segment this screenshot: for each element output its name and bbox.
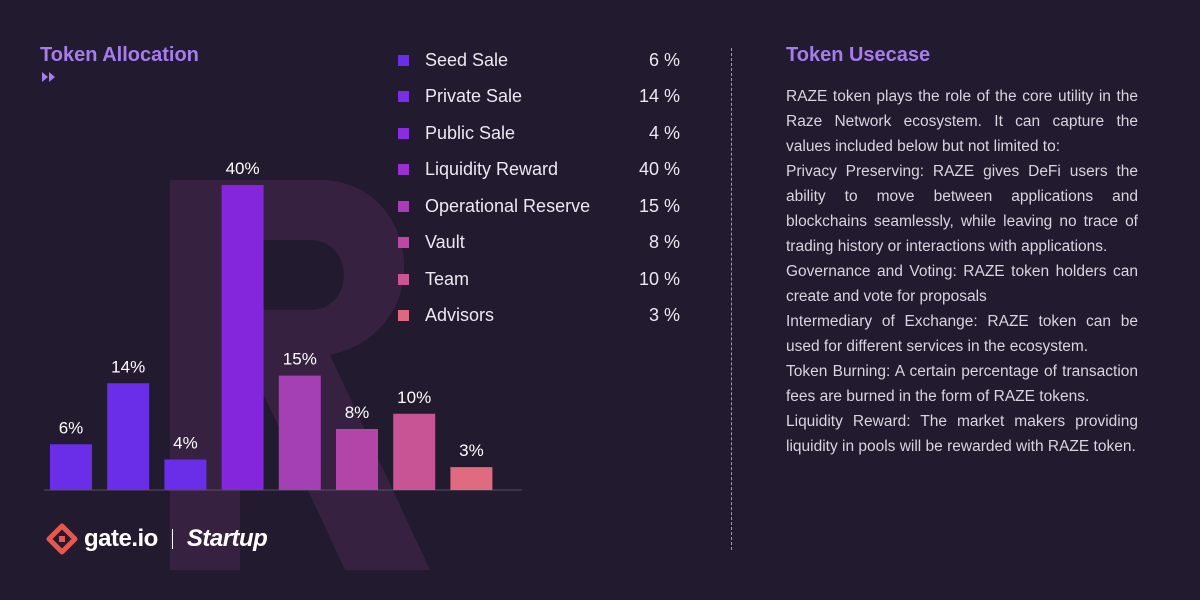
usecase-paragraph: Token Burning: A certain percentage of t… [786,363,1138,405]
usecase-paragraph: Intermediary of Exchange: RAZE token can… [786,313,1138,355]
allocation-legend: Seed Sale 6 % Private Sale 14 % Public Sale 4… [398,42,680,334]
legend-label: Advisors [425,305,495,326]
bar-data-label: 6% [59,418,84,437]
bar-data-label: 4% [173,434,198,453]
bar-data-label: 10% [397,388,431,407]
usecase-paragraph: RAZE token plays the role of the core ut… [786,88,1138,155]
legend-swatch [398,54,409,66]
usecase-paragraph: Governance and Voting: RAZE token holder… [786,263,1138,305]
legend-swatch [398,237,409,249]
brand-footer: gate.io Startup [46,523,268,555]
bar-data-label: 8% [345,403,370,422]
bar-data-label: 14% [111,357,145,376]
legend-swatch [398,200,409,212]
bar [221,185,264,490]
legend-value: 10 % [638,268,680,289]
legend-value: 14 % [638,86,680,107]
legend-swatch [398,91,409,103]
legend-item: Advisors 3 % [398,298,680,335]
bar [50,444,92,490]
legend-value: 15 % [638,195,680,216]
legend-label: Team [425,268,470,289]
bar [336,429,378,490]
legend-value: 4 % [648,122,680,143]
legend-item: Seed Sale 6 % [398,42,680,79]
bar [393,413,436,490]
startup-wordmark: Startup [186,525,268,552]
bar [164,459,207,490]
bar-data-label: 3% [459,441,484,460]
fast-forward-icon [42,72,55,82]
bar-data-label: 15% [283,350,317,369]
legend-label: Vault [425,232,465,253]
bar [107,383,150,490]
legend-swatch [398,164,409,176]
gate-logo-icon [46,523,78,555]
usecase-text: RAZE token plays the role of the core ut… [786,84,1138,459]
legend-item: Team 10 % [398,261,680,298]
legend-value: 3 % [648,305,680,326]
gate-wordmark: gate.io [84,525,158,552]
legend-value: 40 % [638,159,680,180]
legend-item: Public Sale 4 % [398,115,680,152]
allocation-bar-chart: 6% 14% 4% 40% 15% 8% 10% 3% [44,159,522,491]
legend-swatch [398,273,409,285]
legend-item: Liquidity Reward 40 % [398,152,680,189]
legend-swatch [398,310,409,322]
brand-separator [171,529,173,549]
legend-value: 6 % [648,49,680,70]
bar [278,375,321,490]
bar-data-label: 40% [226,159,260,178]
bar [450,467,493,490]
legend-label: Seed Sale [425,49,509,70]
usecase-paragraph: Privacy Preserving: RAZE gives DeFi user… [786,163,1138,255]
legend-item: Operational Reserve 15 % [398,188,680,225]
legend-label: Private Sale [425,86,523,107]
legend-swatch [398,127,409,139]
usecase-paragraph: Liquidity Reward: The market makers prov… [786,413,1138,455]
legend-label: Public Sale [425,122,516,143]
legend-label: Liquidity Reward [425,159,559,180]
legend-item: Vault 8 % [398,225,680,262]
legend-value: 8 % [648,232,680,253]
allocation-title: Token Allocation [40,44,199,66]
section-divider [731,48,732,550]
usecase-title: Token Usecase [786,44,931,66]
legend-item: Private Sale 14 % [398,79,680,116]
legend-label: Operational Reserve [425,195,591,216]
